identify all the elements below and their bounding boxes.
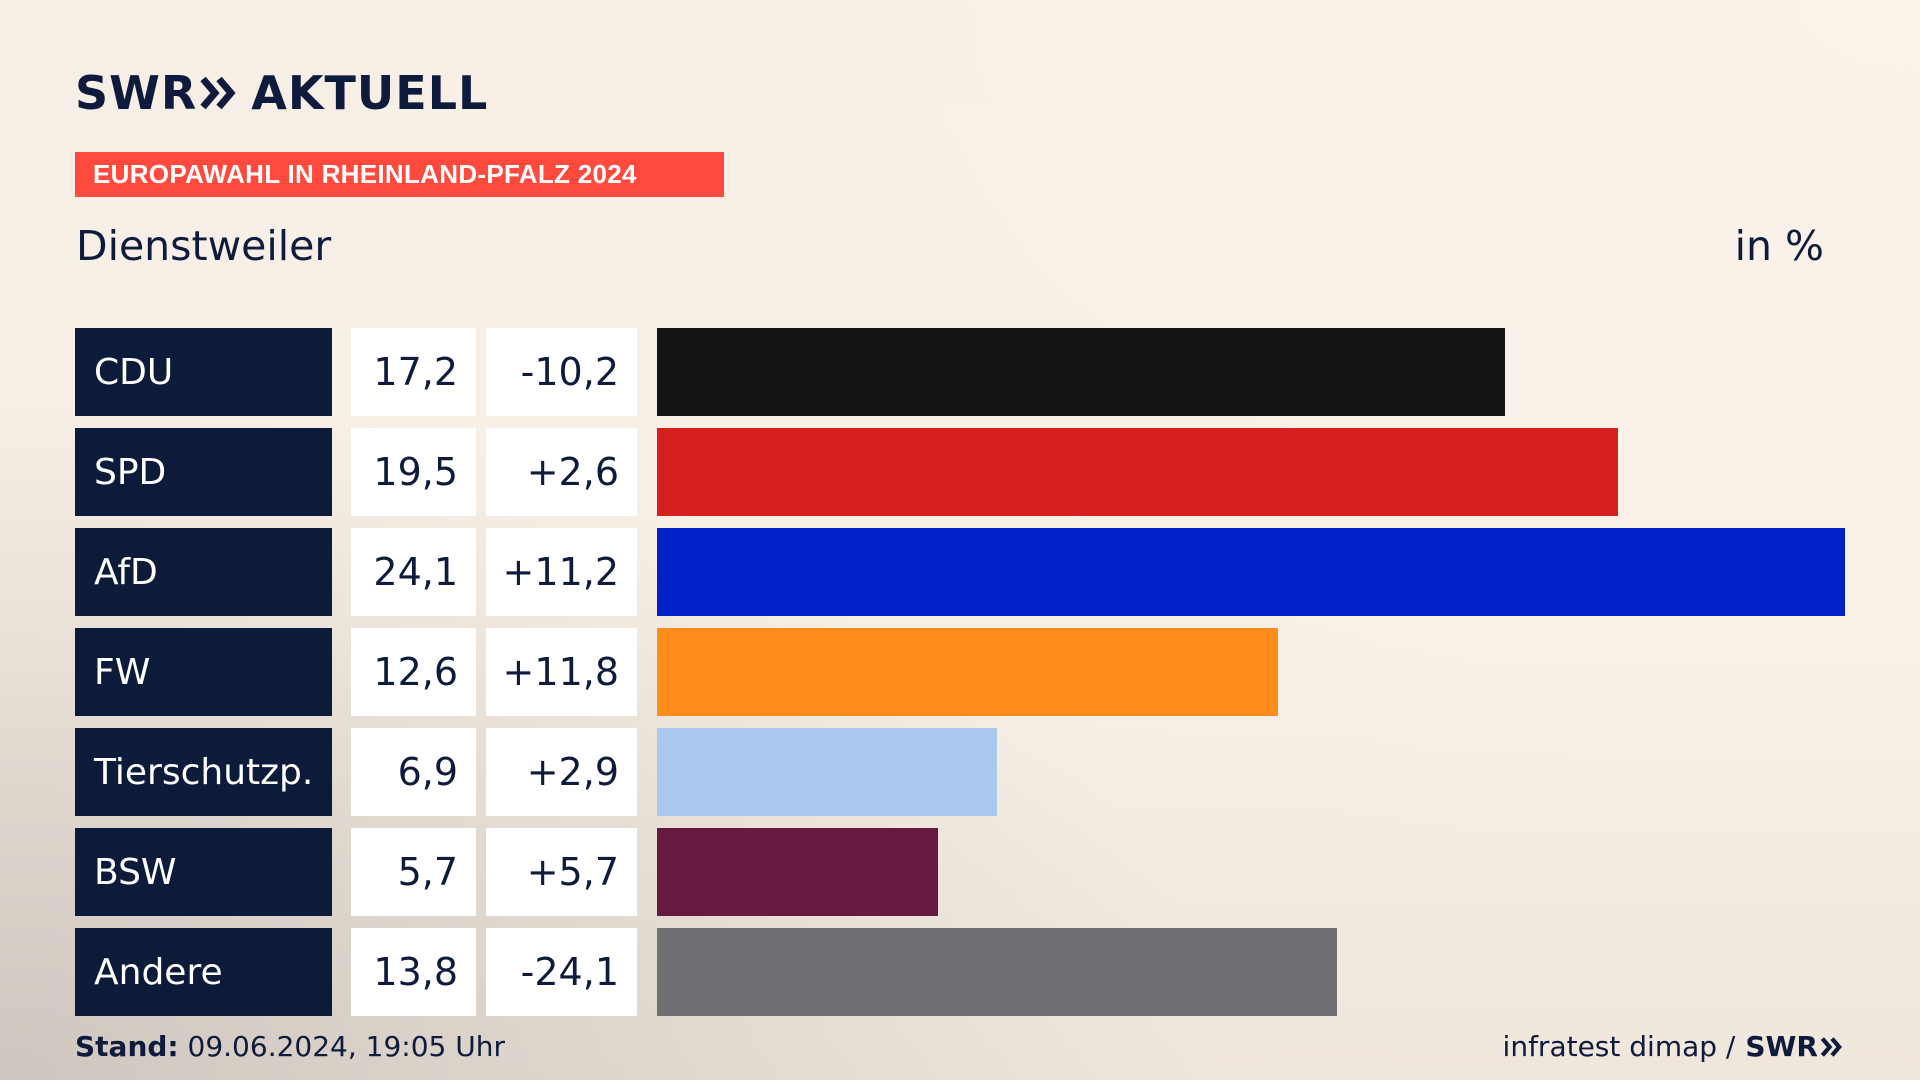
vote-share-value: 13,8 <box>351 928 476 1016</box>
logo-swr-text: SWR <box>75 66 198 120</box>
vote-change-value: +2,6 <box>486 428 637 516</box>
party-label: FW <box>75 628 332 716</box>
bar-cdu <box>657 328 1505 416</box>
bar-tierschutzp <box>657 728 997 816</box>
logo-aktuell-text: AKTUELL <box>251 66 489 120</box>
party-label: AfD <box>75 528 332 616</box>
location-title: Dienstweiler <box>76 222 332 270</box>
vote-share-value: 17,2 <box>351 328 476 416</box>
bar-bsw <box>657 828 938 916</box>
source-text: infratest dimap / <box>1502 1030 1736 1063</box>
vote-change-value: +11,2 <box>486 528 637 616</box>
bar-afd <box>657 528 1845 616</box>
vote-change-value: +5,7 <box>486 828 637 916</box>
stand-label: Stand: <box>75 1030 179 1063</box>
source-credit: infratest dimap / SWR <box>1503 1030 1844 1063</box>
unit-label: in % <box>1734 222 1824 270</box>
double-chevron-icon <box>200 76 236 110</box>
vote-share-value: 24,1 <box>351 528 476 616</box>
vote-change-value: +2,9 <box>486 728 637 816</box>
vote-share-value: 12,6 <box>351 628 476 716</box>
bar-andere <box>657 928 1337 1016</box>
party-label: Tierschutzp. <box>75 728 332 816</box>
party-label: SPD <box>75 428 332 516</box>
vote-change-value: -24,1 <box>486 928 637 1016</box>
source-brand: SWR <box>1745 1030 1818 1063</box>
party-label: CDU <box>75 328 332 416</box>
swr-aktuell-logo: SWR AKTUELL <box>75 66 489 120</box>
vote-share-value: 5,7 <box>351 828 476 916</box>
bar-spd <box>657 428 1618 516</box>
bar-fw <box>657 628 1278 716</box>
vote-share-value: 19,5 <box>351 428 476 516</box>
timestamp: Stand: 09.06.2024, 19:05 Uhr <box>75 1030 505 1063</box>
vote-change-value: +11,8 <box>486 628 637 716</box>
party-label: Andere <box>75 928 332 1016</box>
election-banner: EUROPAWAHL IN RHEINLAND-PFALZ 2024 <box>75 152 724 197</box>
vote-change-value: -10,2 <box>486 328 637 416</box>
stand-value: 09.06.2024, 19:05 Uhr <box>187 1030 505 1063</box>
double-chevron-icon <box>1820 1036 1842 1057</box>
party-label: BSW <box>75 828 332 916</box>
vote-share-value: 6,9 <box>351 728 476 816</box>
banner-text: EUROPAWAHL IN RHEINLAND-PFALZ 2024 <box>93 159 637 189</box>
